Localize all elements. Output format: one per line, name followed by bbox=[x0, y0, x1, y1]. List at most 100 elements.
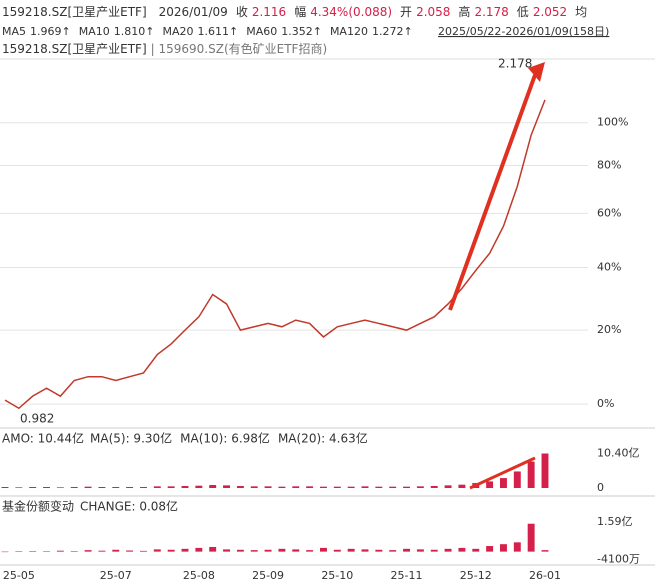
value: 4.34%(0.088) bbox=[310, 5, 392, 19]
bar bbox=[430, 486, 438, 488]
bar bbox=[403, 486, 410, 488]
bar bbox=[140, 550, 147, 552]
ma-name: MA20 bbox=[162, 25, 193, 38]
bar bbox=[167, 549, 175, 552]
bar bbox=[306, 550, 314, 552]
bar bbox=[458, 484, 466, 488]
bar bbox=[320, 547, 327, 552]
y-tick-label: 60% bbox=[597, 206, 621, 219]
bar bbox=[278, 548, 286, 552]
label: 均 bbox=[575, 5, 587, 19]
bar bbox=[264, 549, 272, 552]
bar bbox=[112, 487, 120, 488]
bar bbox=[181, 486, 189, 488]
bar bbox=[541, 453, 549, 488]
ma-value: 1.352↑ bbox=[281, 25, 322, 38]
bar bbox=[84, 486, 92, 488]
bar bbox=[236, 486, 244, 488]
bar bbox=[98, 550, 106, 552]
date: 2026/01/09 bbox=[159, 5, 228, 19]
label: 高 bbox=[458, 4, 470, 19]
value: 2.052 bbox=[533, 5, 567, 19]
bar bbox=[223, 549, 230, 552]
bar bbox=[306, 486, 314, 488]
range: 2025/05/22-2026/01/09(158日) bbox=[438, 25, 609, 38]
bar bbox=[389, 550, 397, 552]
x-tick-label: 26-01 bbox=[529, 569, 561, 582]
bar bbox=[126, 550, 134, 552]
bar bbox=[500, 544, 507, 552]
annotation: 2.178 bbox=[498, 57, 532, 71]
bar bbox=[70, 487, 78, 488]
panel-title: 基金份额变动 bbox=[2, 499, 74, 514]
y-tick-label: 0% bbox=[597, 397, 614, 410]
legend-entry: MA(20): 4.63亿 bbox=[278, 431, 368, 446]
y-tick-label: 20% bbox=[597, 323, 621, 336]
bar bbox=[416, 486, 424, 488]
bar bbox=[472, 548, 480, 552]
y-tick-label: 10.40亿 bbox=[597, 447, 640, 460]
arrow bbox=[448, 74, 537, 311]
bar bbox=[444, 485, 452, 488]
bar bbox=[389, 486, 397, 488]
ma-name: MA60 bbox=[246, 25, 277, 38]
bar bbox=[181, 548, 189, 552]
bar bbox=[43, 551, 50, 552]
bar bbox=[430, 549, 438, 552]
bar bbox=[333, 486, 341, 488]
ma-value: 1.272↑ bbox=[372, 25, 413, 38]
bar bbox=[250, 550, 258, 552]
bar bbox=[140, 487, 147, 488]
x-tick-label: 25-07 bbox=[100, 569, 132, 582]
label: 幅 bbox=[294, 4, 306, 19]
value: 2.058 bbox=[416, 5, 450, 19]
bar bbox=[486, 546, 494, 552]
value: 2.116 bbox=[252, 5, 286, 19]
bar bbox=[153, 486, 161, 488]
compare-2: | 159690.SZ(有色矿业ETF招商) bbox=[151, 41, 328, 56]
bar bbox=[486, 481, 494, 488]
bar bbox=[98, 487, 106, 488]
x-tick-label: 25-11 bbox=[391, 569, 423, 582]
bar bbox=[403, 548, 410, 552]
bar bbox=[126, 487, 134, 488]
y-tick-label: 40% bbox=[597, 261, 621, 274]
bar bbox=[209, 485, 217, 488]
bar bbox=[500, 478, 507, 488]
bar bbox=[375, 549, 383, 552]
bar bbox=[416, 549, 424, 552]
bar bbox=[513, 542, 521, 552]
bar bbox=[209, 546, 217, 552]
bar bbox=[70, 551, 78, 552]
header: 159218.SZ[卫星产业ETF] 2026/01/09 收 2.116 幅 4.34%… bbox=[2, 4, 587, 19]
arrow-head bbox=[528, 62, 545, 82]
y-tick-label: 1.59亿 bbox=[597, 515, 633, 528]
compare: 159218.SZ[卫星产业ETF] | 159690.SZ(有色矿业ETF招商) bbox=[2, 41, 327, 56]
bar bbox=[375, 486, 383, 488]
x-tick-label: 25-08 bbox=[183, 569, 215, 582]
bar bbox=[223, 485, 230, 488]
bar bbox=[84, 550, 92, 552]
bar bbox=[15, 487, 23, 488]
bar bbox=[236, 549, 244, 552]
bar bbox=[292, 486, 300, 488]
bar bbox=[29, 487, 37, 488]
bar bbox=[153, 549, 161, 552]
legend-entry: MA(5): 9.30亿 bbox=[90, 431, 172, 446]
ma-value: 1.969↑ bbox=[30, 25, 71, 38]
label: 低 bbox=[517, 5, 529, 19]
bar bbox=[1, 551, 9, 553]
bar bbox=[527, 523, 535, 552]
x-tick-label: 25-12 bbox=[460, 569, 492, 582]
ma-value: 1.611↑ bbox=[197, 25, 238, 38]
bar bbox=[513, 471, 521, 488]
bar bbox=[195, 485, 203, 488]
y-tick-label: -4100万 bbox=[597, 552, 640, 565]
x-tick-label: 25-09 bbox=[252, 569, 284, 582]
legend-entry: CHANGE: 0.08亿 bbox=[80, 499, 178, 514]
legend-entry: MA(10): 6.98亿 bbox=[180, 431, 270, 446]
bar bbox=[43, 487, 50, 488]
bar bbox=[444, 548, 452, 552]
y-tick-label: 100% bbox=[597, 116, 628, 129]
